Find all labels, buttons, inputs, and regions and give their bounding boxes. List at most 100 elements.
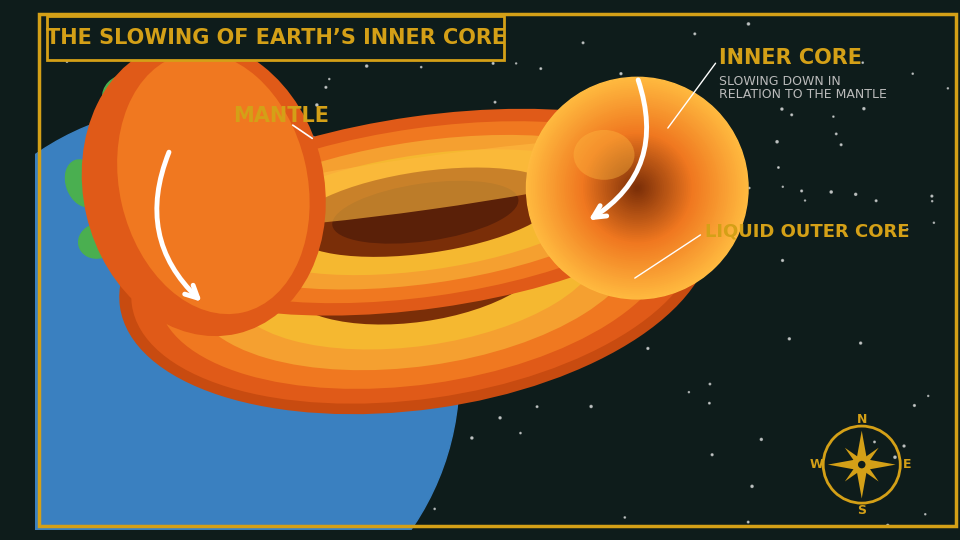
Point (267, 349, 282, 358)
Point (316, 148, 331, 157)
Ellipse shape (118, 172, 174, 252)
Ellipse shape (117, 52, 310, 314)
Ellipse shape (167, 121, 684, 303)
Circle shape (580, 131, 694, 245)
Circle shape (636, 186, 639, 190)
Point (593, 173, 609, 182)
Point (305, 339, 321, 347)
Circle shape (589, 140, 685, 236)
Polygon shape (845, 462, 865, 482)
Point (855, 58, 871, 67)
Point (328, 442, 344, 451)
Point (138, 330, 154, 339)
Point (96, 188, 111, 197)
Ellipse shape (201, 135, 650, 289)
Point (99, 475, 114, 484)
Point (34, 160, 49, 169)
Point (887, 453, 902, 462)
Point (128, 82, 143, 91)
Circle shape (613, 164, 661, 212)
Ellipse shape (191, 160, 640, 370)
Point (197, 91, 212, 100)
Point (172, 400, 187, 408)
Point (604, 264, 619, 273)
Text: INNER CORE: INNER CORE (719, 48, 862, 68)
Point (373, 53, 389, 62)
Point (754, 435, 769, 444)
Point (581, 210, 596, 219)
Point (616, 326, 632, 334)
Circle shape (547, 98, 728, 279)
FancyBboxPatch shape (47, 16, 504, 60)
Point (224, 247, 239, 256)
Circle shape (619, 170, 656, 207)
Ellipse shape (573, 130, 635, 180)
Ellipse shape (320, 224, 512, 307)
Circle shape (552, 103, 722, 273)
Point (200, 160, 215, 169)
Circle shape (621, 172, 654, 205)
Text: S: S (857, 504, 866, 517)
Text: THE SLOWING OF EARTH’S INNER CORE: THE SLOWING OF EARTH’S INNER CORE (46, 28, 506, 48)
Point (134, 198, 150, 206)
Point (774, 105, 789, 113)
Point (138, 37, 154, 45)
Point (828, 130, 844, 138)
Circle shape (582, 133, 693, 244)
Point (742, 184, 757, 192)
Point (589, 348, 605, 357)
Ellipse shape (292, 167, 559, 257)
Point (591, 125, 607, 134)
Point (318, 83, 333, 92)
Point (298, 259, 313, 268)
Point (422, 265, 438, 274)
Point (328, 150, 344, 159)
Text: MANTLE: MANTLE (233, 106, 329, 126)
Text: LIQUID OUTER CORE: LIQUID OUTER CORE (705, 222, 909, 240)
Ellipse shape (103, 75, 151, 118)
Ellipse shape (141, 109, 709, 315)
Polygon shape (828, 458, 862, 471)
Circle shape (543, 94, 732, 282)
Point (333, 226, 348, 234)
Point (212, 166, 228, 175)
Circle shape (548, 99, 726, 276)
Point (924, 192, 940, 200)
Ellipse shape (229, 181, 602, 349)
Point (613, 69, 629, 78)
Point (70, 454, 85, 463)
Point (509, 59, 524, 68)
Point (617, 513, 633, 522)
Point (940, 84, 955, 93)
Point (309, 359, 324, 368)
Point (702, 399, 717, 408)
Circle shape (586, 137, 689, 240)
Point (326, 507, 342, 516)
Point (465, 434, 480, 442)
Point (852, 339, 868, 347)
Point (500, 112, 516, 120)
Circle shape (608, 159, 667, 218)
Point (488, 98, 503, 106)
Circle shape (857, 460, 867, 469)
Point (238, 260, 253, 268)
Circle shape (588, 138, 687, 238)
Ellipse shape (82, 40, 325, 336)
Point (315, 424, 330, 433)
Circle shape (536, 86, 739, 289)
Circle shape (554, 105, 720, 271)
Circle shape (584, 134, 691, 242)
Text: RELATION TO THE MANTLE: RELATION TO THE MANTLE (719, 88, 887, 101)
Circle shape (593, 144, 682, 232)
Point (794, 187, 809, 195)
Point (897, 442, 912, 450)
Point (581, 271, 596, 280)
Point (309, 100, 324, 109)
Point (278, 166, 294, 174)
Point (744, 482, 759, 491)
Ellipse shape (151, 128, 189, 181)
Circle shape (538, 89, 737, 288)
Point (678, 244, 693, 252)
Point (682, 388, 697, 396)
Point (921, 392, 936, 400)
